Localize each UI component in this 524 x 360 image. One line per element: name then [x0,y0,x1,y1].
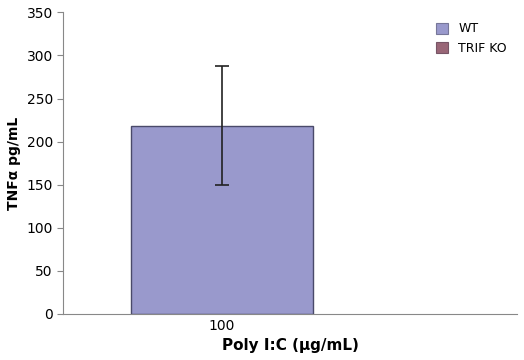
Bar [132,126,313,314]
Y-axis label: TNFα pg/mL: TNFα pg/mL [7,116,21,210]
X-axis label: Poly I:C (μg/mL): Poly I:C (μg/mL) [222,338,358,353]
Legend: WT, TRIF KO: WT, TRIF KO [432,19,511,58]
